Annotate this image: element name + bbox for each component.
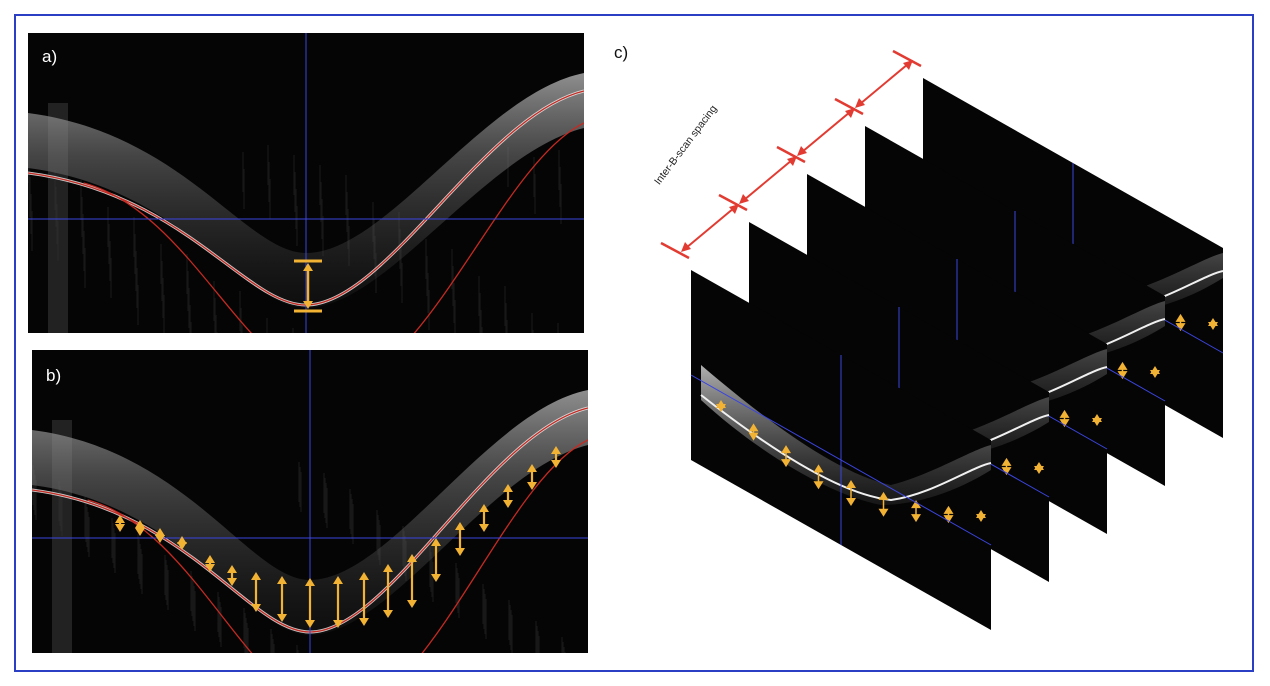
oct-bscan-panel-b: b)	[32, 350, 588, 653]
spacing-tick	[892, 49, 922, 68]
oct-bscan-panel-a: a)	[28, 33, 584, 333]
double-headed-arrow-icon	[227, 565, 237, 586]
double-headed-arrow-icon	[407, 554, 417, 608]
double-headed-arrow-icon	[503, 484, 513, 508]
double-headed-arrow-icon	[943, 505, 954, 524]
double-headed-arrow-icon	[1117, 361, 1128, 380]
double-headed-arrow-icon	[177, 536, 187, 550]
double-headed-arrow-icon	[1175, 313, 1186, 332]
double-headed-arrow-icon	[797, 108, 855, 156]
spacing-tick	[834, 97, 864, 116]
double-headed-arrow-icon	[479, 504, 489, 532]
double-headed-arrow-icon	[878, 491, 889, 517]
oct-bscan-image-b	[32, 350, 588, 653]
double-headed-arrow-icon	[455, 522, 465, 556]
double-headed-arrow-icon	[1092, 414, 1102, 426]
double-headed-arrow-icon	[855, 60, 913, 108]
panel-b-label: b)	[46, 366, 62, 385]
double-headed-arrow-icon	[813, 464, 824, 490]
spacing-marker	[892, 49, 922, 68]
spacing-marker	[718, 156, 797, 212]
spacing-tick	[718, 193, 748, 212]
double-headed-arrow-icon	[115, 515, 125, 532]
double-headed-arrow-icon	[205, 555, 215, 572]
double-headed-arrow-icon	[1208, 318, 1218, 330]
oct-bscan-image-a	[28, 33, 584, 333]
double-headed-arrow-icon	[1150, 366, 1160, 378]
double-headed-arrow-icon	[551, 446, 561, 468]
double-headed-arrow-icon	[1001, 457, 1012, 476]
double-headed-arrow-icon	[359, 572, 369, 626]
double-headed-arrow-icon	[681, 204, 739, 252]
spacing-tick	[660, 241, 690, 260]
double-headed-arrow-icon	[431, 538, 441, 582]
double-headed-arrow-icon	[527, 464, 537, 490]
bscan-slice	[690, 270, 992, 630]
double-headed-arrow-icon	[781, 445, 791, 468]
double-headed-arrow-icon	[303, 263, 313, 309]
figure-frame	[14, 14, 1254, 672]
thickness-measure-icon	[294, 259, 322, 313]
double-headed-arrow-icon	[305, 578, 315, 628]
double-headed-arrow-icon	[155, 528, 165, 543]
double-headed-arrow-icon	[1059, 409, 1070, 428]
double-headed-arrow-icon	[911, 500, 921, 523]
retina-layers	[701, 365, 991, 505]
panel-c-label: c)	[614, 43, 629, 62]
double-headed-arrow-icon	[383, 564, 393, 618]
double-headed-arrow-icon	[135, 520, 145, 536]
double-headed-arrow-icon	[251, 572, 261, 612]
lower-boundary-line	[87, 439, 588, 653]
panel-a-label: a)	[42, 47, 58, 66]
double-headed-arrow-icon	[976, 510, 986, 522]
bscan-stack-3d	[660, 49, 1224, 630]
double-headed-arrow-icon	[846, 480, 856, 506]
spacing-marker	[776, 108, 855, 164]
double-headed-arrow-icon	[739, 156, 797, 204]
double-headed-arrow-icon	[1034, 462, 1044, 474]
double-headed-arrow-icon	[277, 576, 287, 622]
spacing-marker	[660, 204, 739, 260]
double-headed-arrow-icon	[333, 576, 343, 628]
spacing-tick	[776, 145, 806, 164]
lower-boundary-line	[83, 122, 584, 333]
double-headed-arrow-icon	[748, 423, 759, 441]
double-headed-arrow-icon	[716, 400, 726, 412]
spacing-marker	[834, 60, 913, 116]
crosshair-horizontal	[690, 374, 992, 546]
